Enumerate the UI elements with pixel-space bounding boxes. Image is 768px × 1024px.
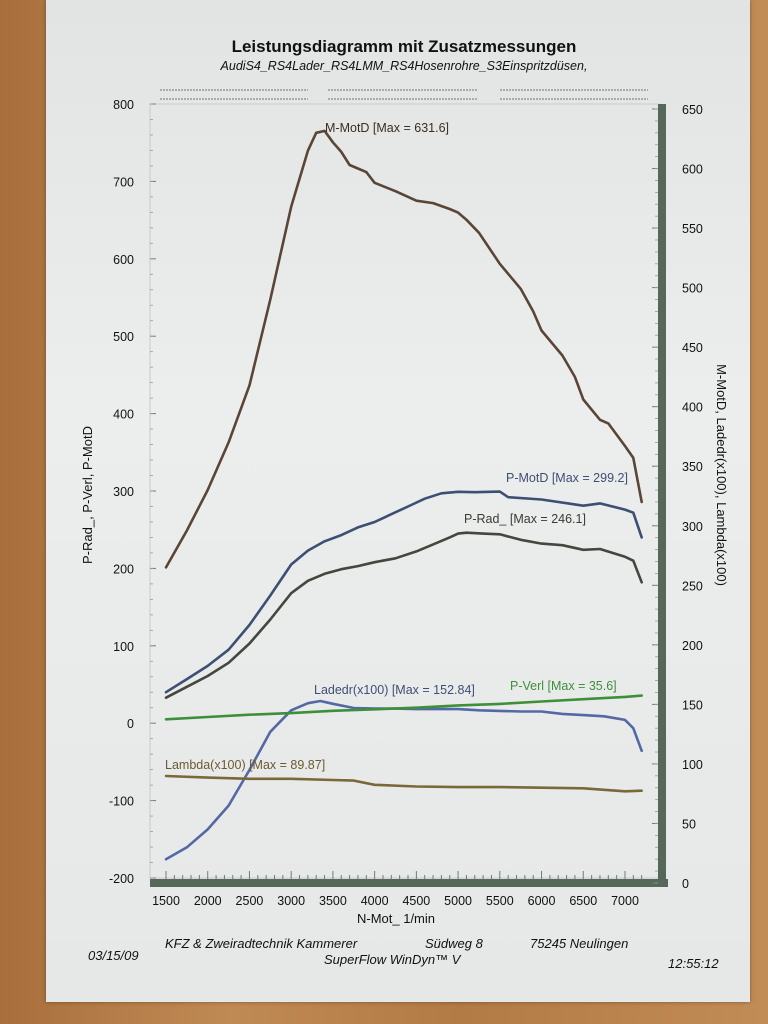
y-left-tick-label: 500 <box>113 330 134 344</box>
series-line-p-rad <box>164 531 644 700</box>
y-right-tick-label: 250 <box>682 579 703 593</box>
x-tick-label: 2000 <box>194 894 222 908</box>
y-right-tick-label: 50 <box>682 817 696 831</box>
footer-time: 12:55:12 <box>668 956 719 971</box>
y-left-axis-label: P-Rad_, P-Verl, P-MotD <box>80 426 95 564</box>
y-right-tick-label: 600 <box>682 163 703 177</box>
y-left-tick-label: -100 <box>109 795 134 809</box>
x-tick-label: 6000 <box>528 894 556 908</box>
y-right-axis-bar <box>658 104 666 887</box>
label-p-rad: P-Rad_ [Max = 246.1] <box>464 512 586 526</box>
y-right-tick-label: 500 <box>682 282 703 296</box>
y-right-tick-label: 300 <box>682 520 703 534</box>
series-line-lambda-x100 <box>164 774 644 793</box>
series-lines <box>164 129 644 861</box>
y-left-tick-label: 200 <box>113 562 134 576</box>
footer-street: Südweg 8 <box>425 936 484 951</box>
x-tick-label: 6500 <box>569 894 597 908</box>
x-tick-label: 1500 <box>152 894 180 908</box>
x-axis-label: N-Mot_ 1/min <box>357 911 435 926</box>
y-left-tick-label: 700 <box>113 175 134 189</box>
y-right-tick-label: 100 <box>682 758 703 772</box>
y-left-tick-label: 800 <box>113 98 134 112</box>
x-tick-label: 5500 <box>486 894 514 908</box>
footer-city: 75245 Neulingen <box>530 936 628 951</box>
y-right-tick-label: 350 <box>682 460 703 474</box>
y-right-tick-label: 450 <box>682 341 703 355</box>
y-left-tick-label: 600 <box>113 253 134 267</box>
y-right-tick-label: 150 <box>682 698 703 712</box>
x-tick-label: 7000 <box>611 894 639 908</box>
footer-company: KFZ & Zweiradtechnik Kammerer <box>165 936 358 951</box>
series-line-ladedr-x100 <box>164 699 644 861</box>
y-left-tick-label: 400 <box>113 408 134 422</box>
y-left-tick-label: 100 <box>113 640 134 654</box>
y-right-axis-label: M-MotD, Ladedr(x100), Lambda(x100) <box>714 364 729 586</box>
chart-title: Leistungsdiagramm mit Zusatzmessungen <box>232 37 577 56</box>
y-right-tick-label: 400 <box>682 401 703 415</box>
label-lambda: Lambda(x100) [Max = 89.87] <box>165 758 325 772</box>
y-right-tick-label: 650 <box>682 103 703 117</box>
series-line-p-motd <box>164 490 644 694</box>
label-m-motd: M-MotD [Max = 631.6] <box>325 121 449 135</box>
y-left-tick-label: 0 <box>127 717 134 731</box>
x-tick-label: 3500 <box>319 894 347 908</box>
x-tick-label: 4500 <box>402 894 430 908</box>
label-p-verl: P-Verl [Max = 35.6] <box>510 679 617 693</box>
x-tick-label: 2500 <box>236 894 264 908</box>
x-tick-label: 3000 <box>277 894 305 908</box>
series-line-p-verl <box>164 694 644 721</box>
label-ladedr: Ladedr(x100) [Max = 152.84] <box>314 683 475 697</box>
y-right-tick-label: 0 <box>682 877 689 891</box>
paper-sheet <box>46 0 750 1002</box>
axes: 1500 2000 2500 3000 3500 4000 4500 5000 5500 6000… <box>109 98 703 908</box>
footer-software: SuperFlow WinDyn™ V <box>324 952 462 967</box>
label-p-motd: P-MotD [Max = 299.2] <box>506 471 628 485</box>
x-tick-label: 5000 <box>444 894 472 908</box>
y-right-tick-label: 200 <box>682 639 703 653</box>
y-left-tick-label: -200 <box>109 872 134 886</box>
series-line-m-motd <box>164 129 644 569</box>
chart-subtitle: AudiS4_RS4Lader_RS4LMM_RS4Hosenrohre_S3E… <box>220 59 588 73</box>
y-right-tick-label: 550 <box>682 222 703 236</box>
x-tick-label: 4000 <box>361 894 389 908</box>
footer-date: 03/15/09 <box>88 948 139 963</box>
fine-print-lines <box>160 89 648 100</box>
y-left-tick-label: 300 <box>113 485 134 499</box>
x-axis-bar <box>150 879 668 887</box>
